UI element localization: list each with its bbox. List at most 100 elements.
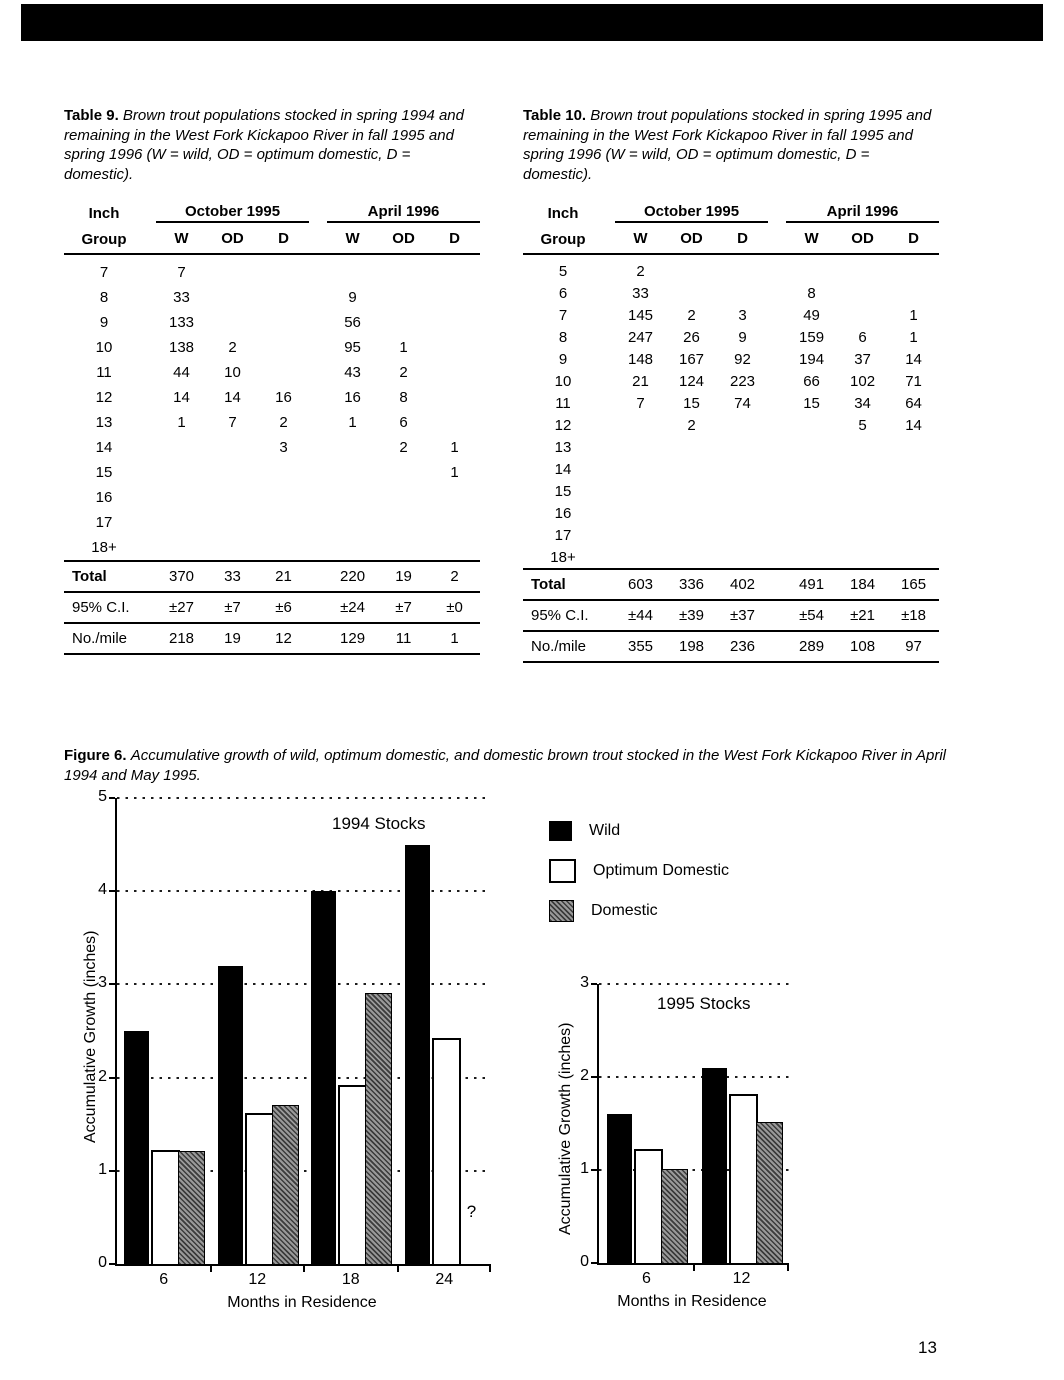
col-header-w: W xyxy=(327,222,379,255)
value-cell xyxy=(156,535,207,562)
x-tick-label: 12 xyxy=(732,1270,751,1287)
bar-domestic-12mo xyxy=(272,1105,299,1264)
inch-group-cell: 9 xyxy=(558,350,568,368)
summary-label: 95% C.I. xyxy=(523,600,615,632)
inch-group-cell: 12 xyxy=(95,389,113,406)
col-header-w: W xyxy=(786,222,838,255)
value-cell xyxy=(429,285,480,310)
value-cell xyxy=(717,282,768,304)
value-cell xyxy=(207,460,258,485)
value-cell: 9 xyxy=(738,328,747,346)
page-number: 13 xyxy=(918,1338,937,1357)
value-cell xyxy=(717,546,769,570)
legend-label-domestic: Domestic xyxy=(591,901,658,919)
y-tick-label: 0 xyxy=(580,1253,589,1270)
value-cell xyxy=(615,524,666,546)
value-cell xyxy=(837,546,889,570)
table-row-inch-13: 13 xyxy=(523,436,939,458)
inch-group-cell: 11 xyxy=(555,394,571,412)
gap-cell xyxy=(309,623,328,655)
value-cell: 15 xyxy=(803,394,820,412)
value-cell xyxy=(258,535,310,562)
value-cell xyxy=(717,502,768,524)
value-cell xyxy=(429,510,480,535)
summary-row-total: Total 370 33 21 220 19 2 xyxy=(64,561,481,593)
summary-value-cell: ±24 xyxy=(327,592,379,624)
x-tick-label: 24 xyxy=(435,1271,454,1288)
value-cell xyxy=(888,546,940,570)
x-tick xyxy=(303,1266,305,1272)
value-cell xyxy=(258,254,309,285)
value-cell xyxy=(378,535,430,562)
table-row-inch-18plus: 18+ xyxy=(64,535,481,562)
table-row-inch-10: 10 21 124 223 66 102 71 xyxy=(523,370,939,392)
value-cell: 49 xyxy=(803,306,820,324)
value-cell xyxy=(327,485,378,510)
summary-value-cell: 2 xyxy=(429,561,481,593)
gap-cell xyxy=(768,458,786,480)
value-cell: 167 xyxy=(678,350,705,368)
value-cell: 2 xyxy=(279,414,288,431)
summary-value-cell: 491 xyxy=(786,569,838,601)
gridline-y3 xyxy=(599,983,789,985)
value-cell xyxy=(837,254,888,282)
value-cell xyxy=(429,485,480,510)
value-cell xyxy=(786,254,837,282)
y-tick-label: 4 xyxy=(98,881,107,899)
table-row-inch-9: 9 148 167 92 194 37 14 xyxy=(523,348,939,370)
value-cell xyxy=(888,480,939,502)
value-cell xyxy=(786,502,837,524)
gap-cell xyxy=(309,385,327,410)
table-row-inch-12: 12 14 14 16 16 8 xyxy=(64,385,480,410)
y-tick-label: 1 xyxy=(580,1160,589,1177)
value-cell xyxy=(837,524,888,546)
value-cell xyxy=(837,502,888,524)
chart-1995-stocks: Accumulative Growth (inches) 1995 Stocks… xyxy=(545,974,825,1340)
y-tick-label: 3 xyxy=(580,974,589,991)
bar-optimum-domestic-6mo xyxy=(634,1149,663,1263)
value-cell: 2 xyxy=(687,306,696,324)
table-row-inch-17: 17 xyxy=(523,524,939,546)
summary-value-cell: 97 xyxy=(888,631,940,663)
chart-title-1994: 1994 Stocks xyxy=(332,814,426,833)
gap-cell xyxy=(768,414,786,436)
value-cell xyxy=(429,385,480,410)
bar-domestic-18mo xyxy=(365,993,392,1264)
gridline-y3 xyxy=(117,983,491,986)
missing-value-mark: ? xyxy=(466,1202,477,1221)
inch-group-cell: 17 xyxy=(95,514,113,531)
value-cell xyxy=(666,546,717,570)
table-row-inch-11: 11 44 10 43 2 xyxy=(64,360,480,385)
y-tick xyxy=(109,1169,115,1172)
y-tick xyxy=(591,983,597,985)
table-row-inch-11: 11 7 15 74 15 34 64 xyxy=(523,392,939,414)
legend-swatch-optimum-domestic-icon xyxy=(549,858,576,883)
value-cell xyxy=(837,304,888,326)
value-cell xyxy=(156,510,207,535)
summary-value-cell: ±54 xyxy=(786,600,838,632)
col-header-od: OD xyxy=(666,222,717,255)
value-cell: 148 xyxy=(627,350,654,368)
value-cell: 26 xyxy=(683,328,700,346)
value-cell xyxy=(429,360,480,385)
value-cell xyxy=(156,485,207,510)
table-9-section: Table 9. Brown trout populations stocked… xyxy=(64,106,481,655)
gap-cell xyxy=(309,510,327,535)
col-gap xyxy=(309,194,328,255)
legend-label-wild: Wild xyxy=(589,821,621,839)
value-cell xyxy=(786,546,838,570)
col-gap xyxy=(768,194,787,255)
summary-label: Total xyxy=(64,561,156,593)
y-tick-label: 3 xyxy=(98,974,107,992)
summary-value-cell: ±44 xyxy=(615,600,666,632)
value-cell: 1 xyxy=(399,339,408,356)
bar-domestic-6mo xyxy=(178,1151,205,1264)
y-tick xyxy=(109,890,115,893)
table-9-caption-label: Table 9. xyxy=(64,107,119,124)
summary-value-cell: 355 xyxy=(615,631,666,663)
summary-value-cell: 218 xyxy=(156,623,207,655)
gap-cell xyxy=(768,569,787,601)
gridline-y1 xyxy=(599,1169,789,1171)
y-tick xyxy=(109,1263,115,1265)
